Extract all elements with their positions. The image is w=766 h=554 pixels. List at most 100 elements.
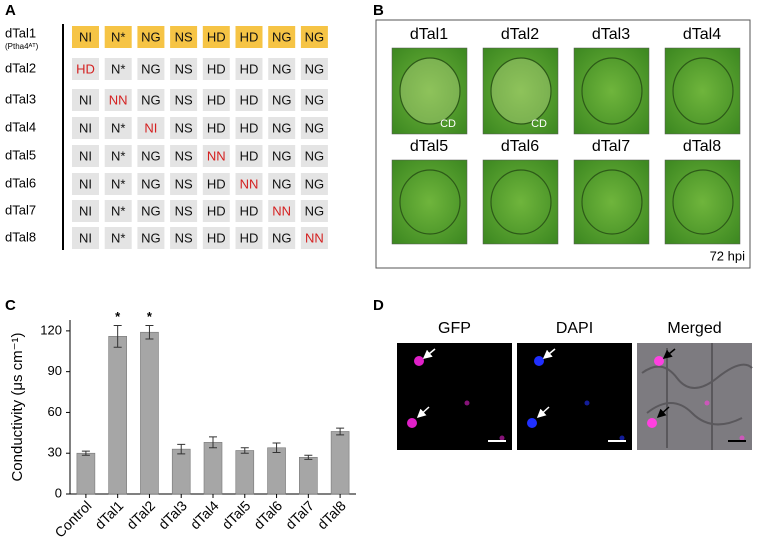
rvd: HD bbox=[240, 230, 259, 245]
rvd-cell bbox=[137, 26, 165, 48]
rvd-cell bbox=[235, 89, 263, 111]
infiltration-zone bbox=[672, 169, 734, 235]
arrow bbox=[416, 406, 430, 419]
rvd-cell bbox=[170, 145, 198, 167]
rvd: N* bbox=[111, 61, 125, 76]
y-tick-label: 90 bbox=[48, 363, 62, 378]
rvd: NI bbox=[79, 92, 92, 107]
image-title: dTal6 bbox=[501, 138, 539, 155]
rvd-cell bbox=[202, 145, 230, 167]
x-tick-label: dTal2 bbox=[123, 497, 158, 532]
rvd: NG bbox=[141, 230, 161, 245]
image-title: Merged bbox=[667, 320, 721, 337]
rvd: NN bbox=[109, 92, 128, 107]
panel-label: A bbox=[5, 2, 16, 19]
rvd-cell bbox=[170, 200, 198, 222]
rvd: NS bbox=[175, 148, 193, 163]
rvd-cell bbox=[170, 117, 198, 139]
row-name: dTal8 bbox=[5, 229, 36, 244]
y-axis-label: Conductivity (μs cm⁻¹) bbox=[9, 332, 26, 481]
y-tick-label: 30 bbox=[48, 445, 62, 460]
rvd-cell bbox=[72, 26, 99, 48]
significance-marker: * bbox=[147, 309, 153, 324]
rvd: NG bbox=[272, 176, 292, 191]
rvd: HD bbox=[207, 120, 226, 135]
micrograph bbox=[517, 343, 632, 450]
error-bar bbox=[272, 442, 281, 454]
x-tick-label: dTal4 bbox=[187, 497, 222, 532]
significance-marker: * bbox=[115, 309, 121, 324]
rvd-cell bbox=[300, 145, 328, 167]
rvd: NG bbox=[272, 29, 292, 44]
rvd: NG bbox=[305, 61, 325, 76]
micrograph bbox=[637, 343, 752, 450]
row-name: dTal7 bbox=[5, 202, 36, 217]
rvd: NS bbox=[175, 176, 193, 191]
rvd: NI bbox=[79, 230, 92, 245]
rvd-cell bbox=[235, 173, 263, 195]
rvd-cell bbox=[170, 26, 198, 48]
nucleus bbox=[619, 435, 625, 441]
row-name: dTal3 bbox=[5, 91, 36, 106]
x-tick-label: dTal3 bbox=[155, 497, 190, 532]
arrow bbox=[536, 406, 550, 419]
image-title: dTal5 bbox=[410, 138, 448, 155]
rvd-cell bbox=[72, 200, 99, 222]
nucleus bbox=[527, 418, 537, 428]
rvd-cell bbox=[202, 173, 230, 195]
rvd: HD bbox=[240, 148, 259, 163]
rvd: NS bbox=[175, 203, 193, 218]
nucleus bbox=[704, 400, 710, 406]
rvd-cell bbox=[268, 227, 296, 249]
rvd: HD bbox=[207, 230, 226, 245]
image-title: dTal1 bbox=[410, 26, 448, 43]
arrow bbox=[662, 348, 676, 359]
rvd: HD bbox=[207, 61, 226, 76]
rvd-cell bbox=[170, 58, 198, 80]
leaf-image bbox=[664, 159, 741, 245]
rvd-cell bbox=[104, 89, 132, 111]
rvd: NI bbox=[144, 120, 157, 135]
rvd-cell bbox=[235, 117, 263, 139]
rvd-cell bbox=[300, 26, 328, 48]
rvd-cell bbox=[235, 145, 263, 167]
rvd-cell bbox=[72, 117, 99, 139]
row-name: dTal2 bbox=[5, 60, 36, 75]
arrow bbox=[422, 348, 436, 359]
rvd: N* bbox=[111, 203, 125, 218]
rvd-cell bbox=[268, 58, 296, 80]
bar bbox=[235, 450, 255, 495]
error-bar bbox=[209, 436, 217, 449]
nucleus bbox=[584, 400, 590, 406]
rvd: HD bbox=[207, 176, 226, 191]
rvd-cell bbox=[72, 89, 99, 111]
rvd-cell bbox=[104, 117, 132, 139]
rvd: NG bbox=[305, 148, 325, 163]
row-name: dTal6 bbox=[5, 175, 36, 190]
rvd: NS bbox=[175, 120, 193, 135]
row-name: dTal1 bbox=[5, 25, 36, 40]
rvd: HD bbox=[207, 203, 226, 218]
y-tick-label: 120 bbox=[40, 322, 62, 337]
rvd: NG bbox=[141, 29, 161, 44]
bar bbox=[203, 442, 223, 495]
y-tick-label: 60 bbox=[48, 404, 62, 419]
rvd: NI bbox=[79, 148, 92, 163]
rvd: HD bbox=[207, 29, 226, 44]
rvd-cell bbox=[137, 89, 165, 111]
rvd: HD bbox=[240, 120, 259, 135]
rvd-cell bbox=[300, 227, 328, 249]
rvd: NG bbox=[305, 203, 325, 218]
rvd-cell bbox=[268, 173, 296, 195]
rvd-cell bbox=[137, 227, 165, 249]
rvd-cell bbox=[170, 227, 198, 249]
error-bar bbox=[81, 450, 90, 456]
rvd-cell bbox=[235, 26, 263, 48]
infiltration-zone bbox=[672, 57, 734, 125]
panel-label: C bbox=[5, 297, 16, 314]
rvd: NG bbox=[141, 148, 161, 163]
rvd: HD bbox=[240, 203, 259, 218]
rvd: NI bbox=[79, 203, 92, 218]
infiltration-zone bbox=[581, 57, 643, 125]
